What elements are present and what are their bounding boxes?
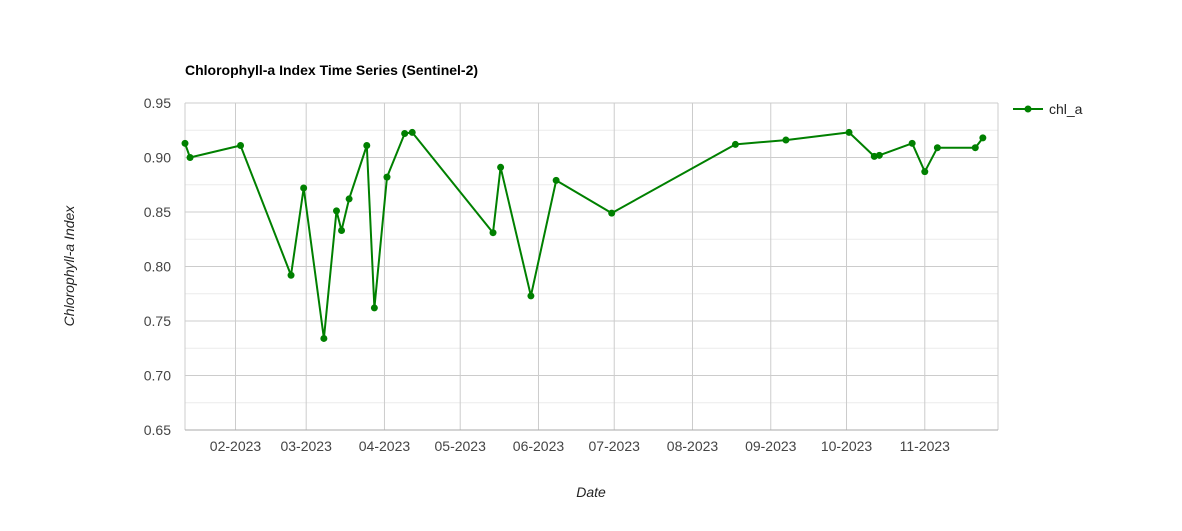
data-point[interactable] xyxy=(186,154,194,161)
data-point[interactable] xyxy=(332,207,340,215)
legend-label: chl_a xyxy=(1049,101,1083,117)
x-tick-label: 08-2023 xyxy=(667,438,719,454)
data-point[interactable] xyxy=(408,128,416,136)
data-point[interactable] xyxy=(527,292,535,300)
data-point[interactable] xyxy=(731,140,739,148)
data-point[interactable] xyxy=(489,229,497,237)
axis-layer: 0.65 0.70 0.75 0.80 0.85 0.90 0.95 02-2023 03-20… xyxy=(144,95,950,454)
data-point[interactable] xyxy=(497,163,505,171)
data-point[interactable] xyxy=(363,142,371,150)
data-point[interactable] xyxy=(181,139,189,147)
data-point[interactable] xyxy=(971,144,979,152)
data-point[interactable] xyxy=(345,195,353,203)
y-tick-label: 0.70 xyxy=(144,368,171,384)
data-point[interactable] xyxy=(401,130,409,138)
x-tick-label: 07-2023 xyxy=(589,438,641,454)
y-tick-label: 0.90 xyxy=(144,150,171,166)
y-tick-label: 0.80 xyxy=(144,259,171,275)
data-point[interactable] xyxy=(782,136,790,144)
data-point[interactable] xyxy=(320,334,328,342)
data-point[interactable] xyxy=(875,151,883,159)
x-tick-label: 09-2023 xyxy=(745,438,797,454)
legend: chl_a xyxy=(1013,101,1083,117)
x-tick-label: 04-2023 xyxy=(359,438,411,454)
data-point[interactable] xyxy=(338,227,346,235)
data-point[interactable] xyxy=(287,271,295,279)
data-point[interactable] xyxy=(552,176,560,184)
data-point[interactable] xyxy=(933,144,941,152)
x-tick-label: 05-2023 xyxy=(435,438,487,454)
data-point[interactable] xyxy=(608,209,616,217)
x-tick-label: 11-2023 xyxy=(900,438,951,454)
x-tick-label: 02-2023 xyxy=(210,438,262,454)
data-point[interactable] xyxy=(300,184,308,192)
data-point[interactable] xyxy=(979,134,987,142)
x-tick-label: 10-2023 xyxy=(821,438,873,454)
y-axis-title: Chlorophyll-a Index xyxy=(61,205,77,327)
series-line-chl_a xyxy=(184,131,984,340)
data-point[interactable] xyxy=(908,139,916,147)
y-tick-label: 0.65 xyxy=(144,422,171,438)
legend-point-marker xyxy=(1024,105,1032,113)
x-tick-label: 06-2023 xyxy=(513,438,565,454)
y-tick-label: 0.85 xyxy=(144,204,171,220)
grid-layer xyxy=(184,102,999,431)
data-point[interactable] xyxy=(921,168,929,176)
chart-title: Chlorophyll-a Index Time Series (Sentine… xyxy=(185,62,478,78)
y-tick-label: 0.95 xyxy=(144,95,171,111)
x-axis-title: Date xyxy=(576,484,606,500)
data-point[interactable] xyxy=(845,128,853,136)
data-point[interactable] xyxy=(237,142,245,150)
data-point[interactable] xyxy=(370,304,378,312)
data-point[interactable] xyxy=(383,173,391,181)
x-tick-label: 03-2023 xyxy=(280,438,332,454)
series-layer xyxy=(181,128,987,342)
y-tick-label: 0.75 xyxy=(144,313,171,329)
